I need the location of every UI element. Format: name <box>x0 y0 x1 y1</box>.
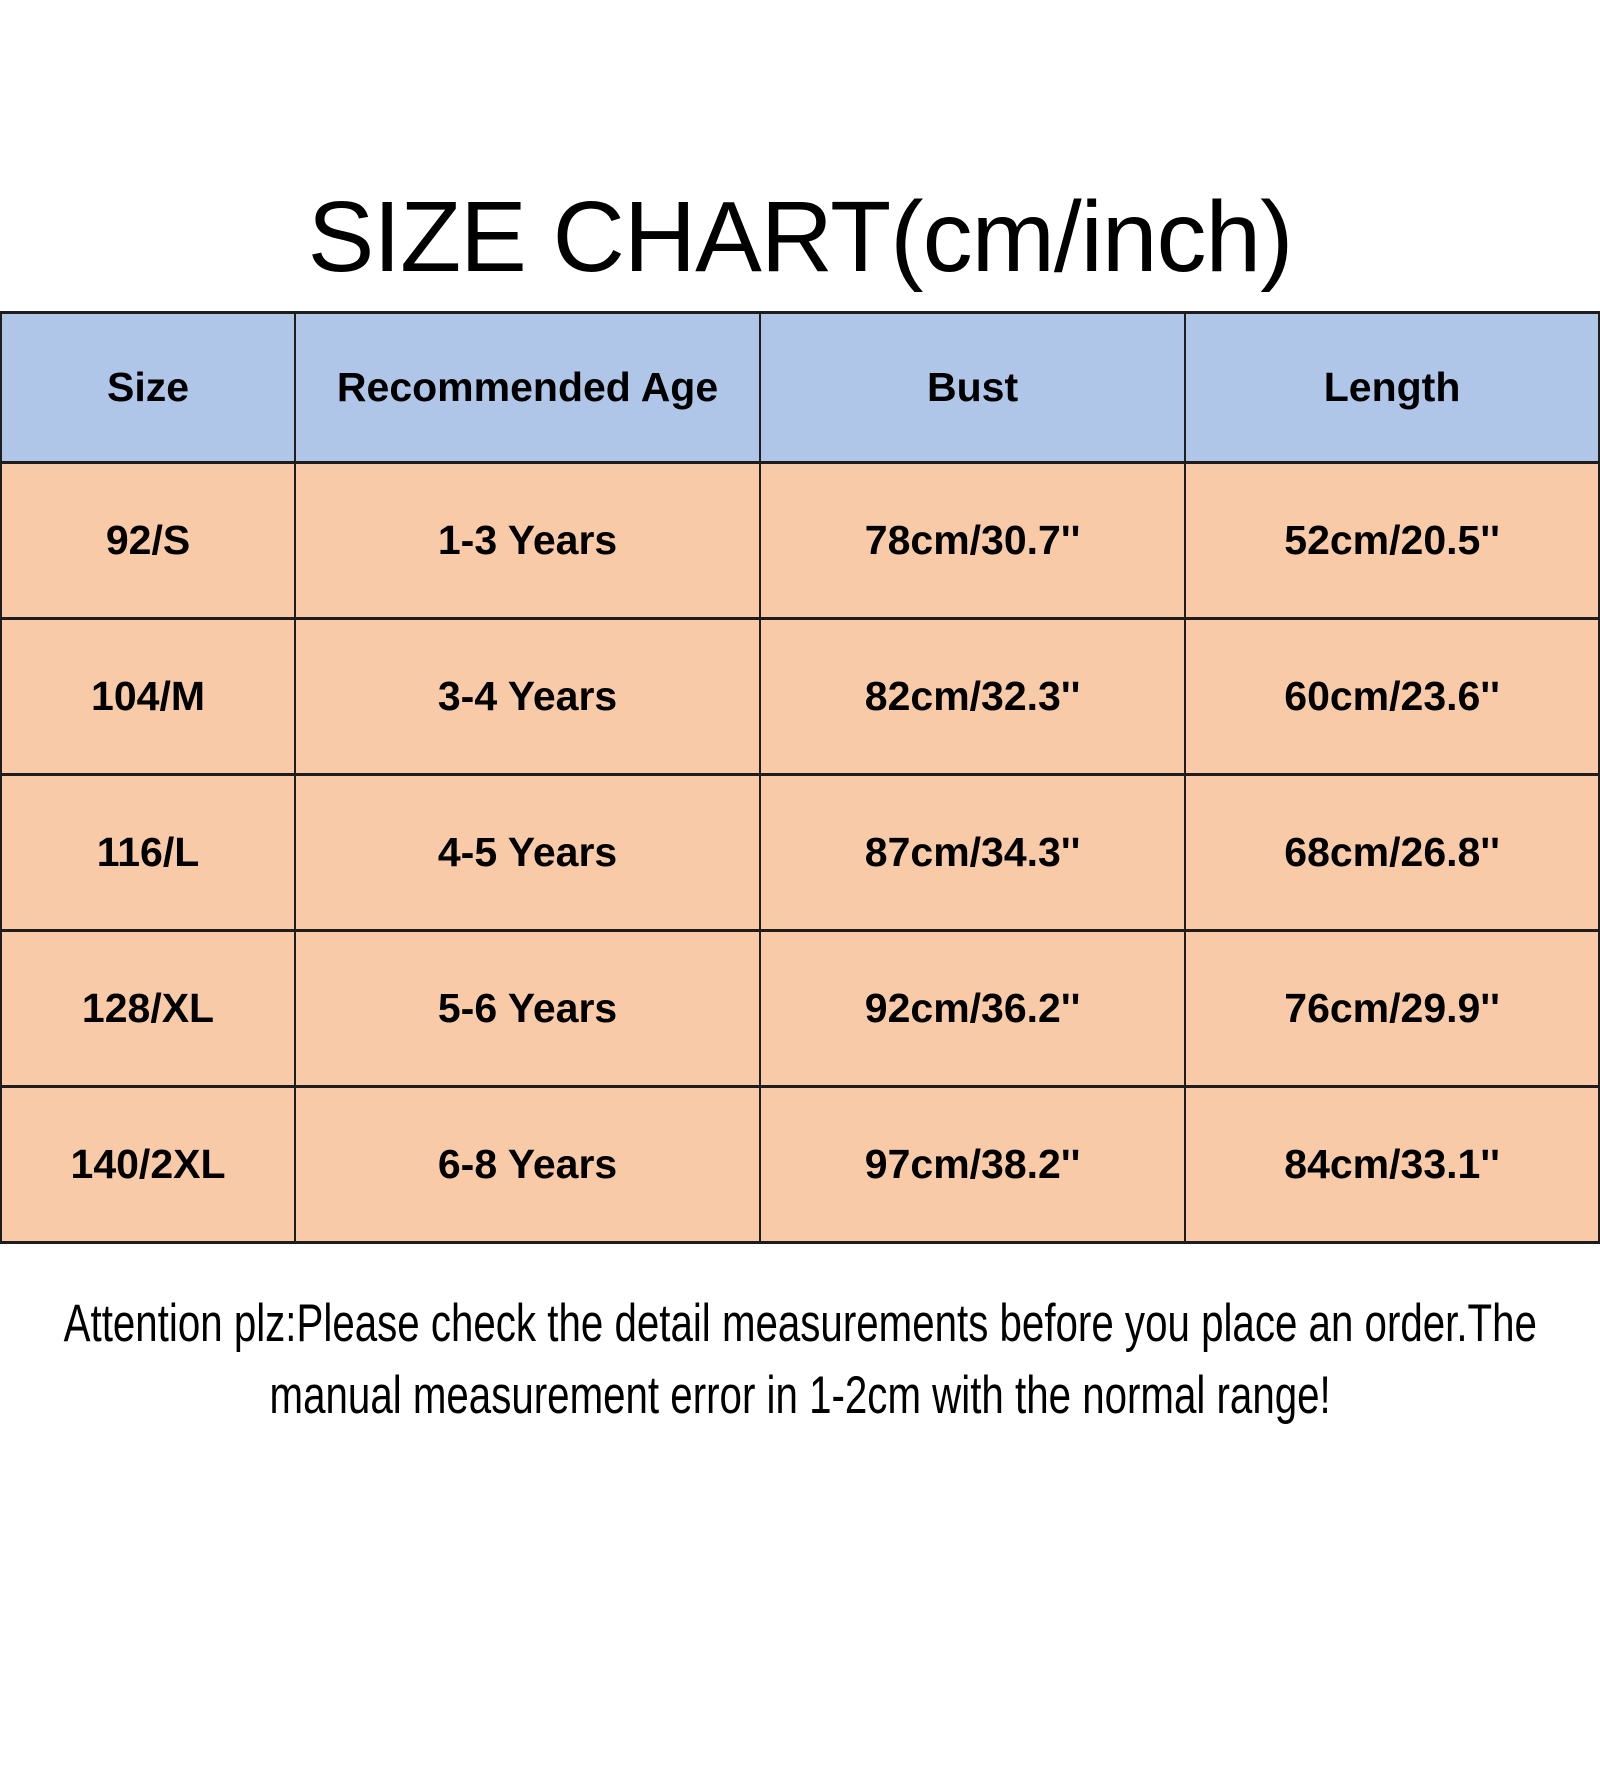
table-body: 92/S 1-3 Years 78cm/30.7'' 52cm/20.5'' 104/M… <box>0 461 1600 1244</box>
column-header: Recommended Age <box>294 311 762 464</box>
column-header: Length <box>1184 311 1600 464</box>
table-cell: 3-4 Years <box>294 617 762 776</box>
attention-note-line-2: manual measurement error in 1-2cm with t… <box>269 1366 1331 1425</box>
table-row: 92/S 1-3 Years 78cm/30.7'' 52cm/20.5'' <box>0 461 1600 620</box>
table-cell: 128/XL <box>0 929 297 1088</box>
page-title: SIZE CHART(cm/inch) <box>307 181 1294 293</box>
table-cell: 84cm/33.1'' <box>1184 1085 1600 1244</box>
table-cell: 68cm/26.8'' <box>1184 773 1600 932</box>
table-header: Size Recommended Age Bust Length <box>0 311 1600 464</box>
table-row: 104/M 3-4 Years 82cm/32.3'' 60cm/23.6'' <box>0 617 1600 776</box>
table-cell: 82cm/32.3'' <box>759 617 1187 776</box>
table-cell: 76cm/29.9'' <box>1184 929 1600 1088</box>
table-cell: 87cm/34.3'' <box>759 773 1187 932</box>
header-row: Size Recommended Age Bust Length <box>0 311 1600 464</box>
table-cell: 78cm/30.7'' <box>759 461 1187 620</box>
size-chart-table: Size Recommended Age Bust Length 92/S 1-3 Ye… <box>0 311 1600 1244</box>
table-row: 140/2XL 6-8 Years 97cm/38.2'' 84cm/33.1'' <box>0 1085 1600 1244</box>
table-cell: 92/S <box>0 461 297 620</box>
column-header: Size <box>0 311 297 464</box>
column-header: Bust <box>759 311 1187 464</box>
table-cell: 6-8 Years <box>294 1085 762 1244</box>
table-cell: 140/2XL <box>0 1085 297 1244</box>
table-cell: 1-3 Years <box>294 461 762 620</box>
attention-note-line-1: Attention plz:Please check the detail me… <box>63 1294 1537 1353</box>
table-cell: 104/M <box>0 617 297 776</box>
table-row: 128/XL 5-6 Years 92cm/36.2'' 76cm/29.9'' <box>0 929 1600 1088</box>
table-cell: 97cm/38.2'' <box>759 1085 1187 1244</box>
table-cell: 60cm/23.6'' <box>1184 617 1600 776</box>
table-row: 116/L 4-5 Years 87cm/34.3'' 68cm/26.8'' <box>0 773 1600 932</box>
table-cell: 5-6 Years <box>294 929 762 1088</box>
table-cell: 52cm/20.5'' <box>1184 461 1600 620</box>
attention-note: Attention plz:Please check the detail me… <box>0 1288 1600 1432</box>
table-cell: 4-5 Years <box>294 773 762 932</box>
table-cell: 92cm/36.2'' <box>759 929 1187 1088</box>
table-cell: 116/L <box>0 773 297 932</box>
